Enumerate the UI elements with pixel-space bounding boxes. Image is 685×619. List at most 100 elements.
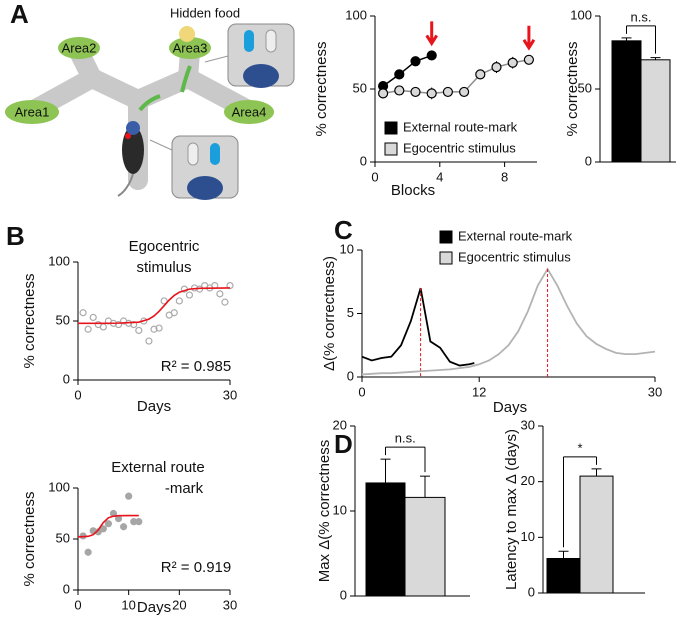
bar [611,40,642,163]
x-tick-label: 8 [501,169,508,184]
series-line [382,54,432,87]
y-axis-label: % correctness [564,41,581,136]
x-tick-label: 12 [472,384,486,399]
y-tick-label: 20 [333,417,347,432]
point [155,324,163,332]
series-line [382,59,530,95]
y-axis-label: Max Δ(% correctness [316,440,333,583]
y-axis-label: Latency to max Δ (days) [503,429,520,590]
series-line [361,267,656,376]
y-tick-label: 0 [63,371,70,386]
legend-swatch [384,142,398,156]
y-tick-label: 50 [578,80,592,95]
y-tick-label: 5 [347,305,354,320]
marker [459,86,470,98]
y-tick-label: 0 [585,153,592,168]
y-tick-label: 100 [48,479,70,494]
chart-title: -mark [165,480,204,497]
y-tick-label: 30 [521,417,535,432]
x-tick-label: 20 [172,597,186,612]
point [170,309,178,317]
annotation: R² = 0.919 [161,559,231,576]
point [79,309,87,317]
panel-label: D [334,429,353,459]
y-tick-label: 50 [353,80,367,95]
x-axis-label: Days [137,599,171,616]
x-tick-label: 0 [74,387,81,402]
y-tick-label: 100 [570,7,592,22]
chart-title: stimulus [136,259,191,276]
point [160,297,168,305]
legend-swatch [439,251,453,265]
point [99,525,107,533]
point [135,518,143,526]
point [125,492,133,500]
x-tick-label: 0 [74,597,81,612]
marker [394,69,405,80]
marker [491,61,502,73]
marker [426,88,437,99]
bar [404,496,446,597]
point [89,313,97,322]
y-tick-label: 0 [360,153,367,168]
y-tick-label: 100 [48,253,70,268]
x-tick-label: 4 [436,169,443,184]
legend-swatch [384,121,398,135]
y-axis-label: Δ(% correctness) [321,256,338,371]
point [135,326,143,335]
y-tick-label: 10 [340,241,354,256]
y-tick-label: 10 [333,502,347,517]
annotation: * [577,440,582,455]
legend-label: Egocentric stimulus [403,140,516,155]
marker [507,57,518,68]
y-tick-label: 0 [340,587,347,602]
chart-title: External route [111,459,204,476]
marker [475,69,486,80]
bar [579,475,614,594]
y-axis-label: % correctness [21,273,38,368]
marker [442,86,453,98]
marker [523,54,535,65]
annotation: n.s. [631,9,652,24]
point [216,290,224,298]
panel-label: A [10,0,29,29]
y-tick-label: 50 [56,530,70,545]
marker [394,85,405,96]
area-label: Area2 [62,40,97,55]
y-tick-label: 0 [63,581,70,596]
point [130,320,138,329]
fit-line [77,514,139,538]
point [84,325,92,333]
point [104,520,113,528]
y-tick-label: 50 [56,312,70,327]
series-line [361,287,475,367]
point [114,320,123,329]
panel-label: B [6,221,25,251]
chart-title: Egocentric [129,238,200,255]
marker [378,88,389,99]
maze-diagram: Area1 Area2 Area3 Area4 Hidden food [5,5,295,200]
legend-label: External route-mark [458,228,573,243]
point [119,523,128,531]
area-label: Area3 [173,40,208,55]
y-tick-label: 100 [345,7,367,22]
y-tick-label: 20 [521,473,535,488]
area-label: Area4 [232,104,267,119]
x-tick-label: 30 [223,387,237,402]
x-tick-label: 0 [371,169,378,184]
annotation: R² = 0.985 [161,358,231,375]
y-axis-label: % correctness [313,41,330,136]
bar [365,482,406,597]
y-axis-label: % correctness [21,491,38,586]
bar [640,59,671,163]
marker [410,56,421,67]
x-tick-label: 30 [223,597,237,612]
point [175,297,183,305]
bar [546,557,581,594]
point [145,337,153,345]
y-tick-label: 10 [521,529,535,544]
arrow [425,21,438,47]
point [150,325,158,333]
panel-label: C [334,215,353,245]
